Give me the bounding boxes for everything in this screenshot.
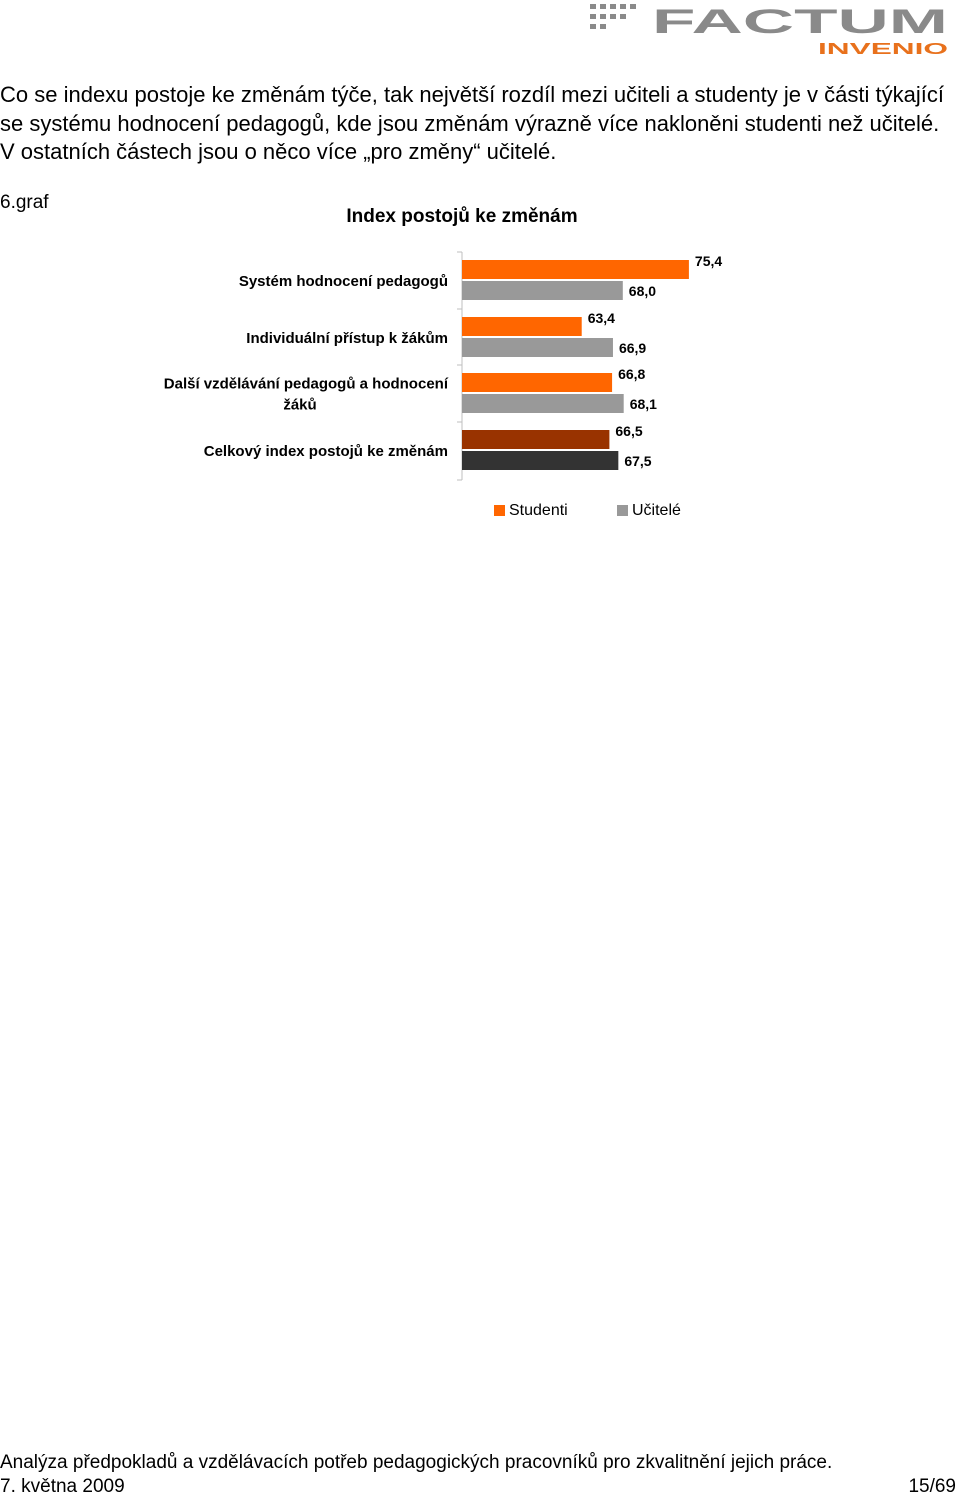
legend-label-ucitele: Učitelé — [632, 502, 681, 519]
data-label-studenti: 66,5 — [615, 423, 642, 439]
data-label-ucitele: 67,5 — [624, 453, 651, 469]
data-label-ucitele: 66,9 — [619, 340, 646, 356]
logo-main-text: FACTUM — [652, 3, 948, 41]
bar-ucitele — [462, 451, 619, 470]
category-label: Další vzdělávání pedagogů a hodnocení — [164, 376, 449, 393]
intro-paragraph: Co se indexu postoje ke změnám týče, tak… — [0, 82, 944, 164]
chart-number-label: 6.graf — [0, 192, 49, 213]
category-label: žáků — [283, 397, 316, 414]
logo-sub-text: INVENIO — [818, 41, 948, 58]
data-label-studenti: 75,4 — [695, 253, 722, 269]
bar-ucitele — [462, 281, 623, 300]
category-label: Systém hodnocení pedagogů — [239, 273, 448, 290]
bar-studenti — [462, 430, 610, 449]
chart-legend: Studenti Učitelé — [494, 502, 681, 519]
legend-swatch-ucitele — [617, 505, 628, 516]
factum-invenio-logo: FACTUM INVENIO — [590, 3, 948, 58]
chart-title: Index postojů ke změnám — [346, 206, 577, 227]
bar-ucitele — [462, 338, 613, 357]
category-label: Individuální přístup k žákům — [246, 330, 448, 347]
attitude-index-chart: Index postojů ke změnám Systém hodnocení… — [164, 206, 723, 519]
legend-swatch-studenti — [494, 505, 505, 516]
data-label-ucitele: 68,1 — [630, 396, 657, 412]
data-label-studenti: 66,8 — [618, 366, 645, 382]
footer-page-number: 15/69 — [908, 1476, 956, 1497]
footer-date: 7. května 2009 — [0, 1476, 125, 1497]
legend-label-studenti: Studenti — [509, 502, 568, 519]
bar-studenti — [462, 317, 582, 336]
footer-document-title: Analýza předpokladů a vzdělávacích potře… — [0, 1452, 833, 1473]
bar-ucitele — [462, 394, 624, 413]
bar-studenti — [462, 373, 613, 392]
data-label-ucitele: 68,0 — [629, 283, 656, 299]
bar-studenti — [462, 260, 689, 279]
category-label: Celkový index postojů ke změnám — [204, 443, 448, 460]
data-label-studenti: 63,4 — [588, 310, 615, 326]
